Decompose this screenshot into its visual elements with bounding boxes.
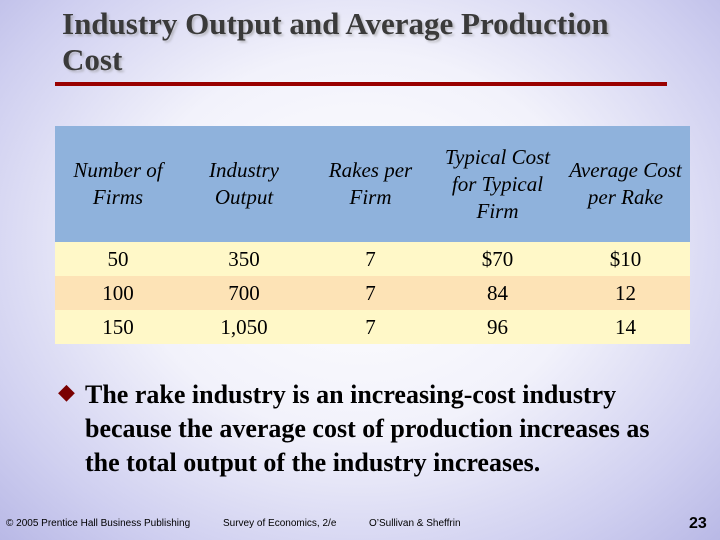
footer-authors: O’Sullivan & Sheffrin [369,518,461,529]
table-header-row: Number of Firms Industry Output Rakes pe… [55,126,690,242]
header-average-cost: Average Cost per Rake [561,126,690,242]
page-number: 23 [689,515,707,532]
footer-book: Survey of Economics, 2/e [223,518,337,529]
table-cell: 50 [55,242,181,276]
table-cell: 7 [307,276,434,310]
cost-table: Number of Firms Industry Output Rakes pe… [55,126,690,344]
header-number-of-firms: Number of Firms [55,126,181,242]
table-cell: 7 [307,310,434,344]
header-typical-cost: Typical Cost for Typical Firm [434,126,561,242]
table-cell: $70 [434,242,561,276]
slide-title: Industry Output and Average Production C… [62,6,609,77]
header-rakes-per-firm: Rakes per Firm [307,126,434,242]
header-industry-output: Industry Output [181,126,307,242]
table-cell: 150 [55,310,181,344]
table-cell: 100 [55,276,181,310]
table-cell: 1,050 [181,310,307,344]
table-cell: 700 [181,276,307,310]
table-row: 150 1,050 7 96 14 [55,310,690,344]
bullet-text: The rake industry is an increasing-cost … [85,380,650,477]
table-cell: 84 [434,276,561,310]
table-cell: 14 [561,310,690,344]
table-cell: 96 [434,310,561,344]
table-cell: 12 [561,276,690,310]
footer-copyright: © 2005 Prentice Hall Business Publishing [6,518,191,529]
diamond-bullet-icon: ◆ [58,380,75,405]
table-cell: 7 [307,242,434,276]
title-underline [55,82,667,86]
table-cell: $10 [561,242,690,276]
table-row: 100 700 7 84 12 [55,276,690,310]
bullet-point: ◆ The rake industry is an increasing-cos… [58,378,678,480]
table-cell: 350 [181,242,307,276]
table-row: 50 350 7 $70 $10 [55,242,690,276]
